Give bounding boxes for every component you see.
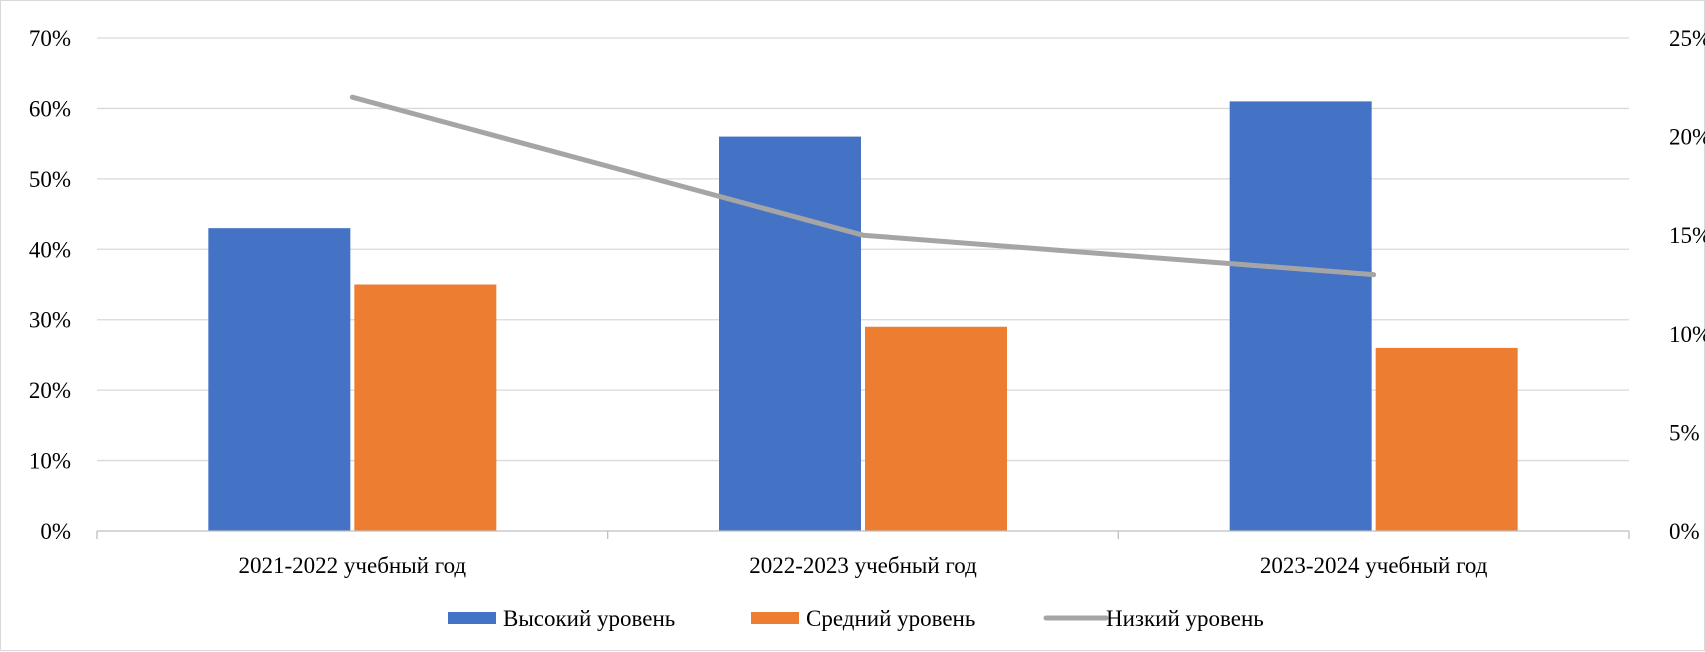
legend-label: Средний уровень bbox=[806, 606, 975, 631]
line-point bbox=[862, 234, 864, 236]
bar bbox=[719, 136, 861, 531]
y-left-tick-label: 0% bbox=[40, 519, 71, 544]
bar bbox=[208, 228, 351, 531]
bar bbox=[1229, 101, 1372, 531]
y-left-tick-label: 20% bbox=[29, 378, 71, 403]
y-right-tick-label: 20% bbox=[1669, 125, 1705, 150]
bar bbox=[1375, 347, 1518, 531]
y-left-tick-label: 10% bbox=[29, 449, 71, 474]
y-left-tick-label: 50% bbox=[29, 167, 71, 192]
y-right-tick-label: 0% bbox=[1669, 519, 1700, 544]
gridlines bbox=[97, 37, 1629, 462]
y-right-tick-label: 10% bbox=[1669, 322, 1705, 347]
y-left-tick-label: 70% bbox=[29, 26, 71, 51]
legend-swatch bbox=[448, 612, 496, 624]
line-point bbox=[351, 96, 353, 98]
x-tick-label: 2021-2022 учебный год bbox=[239, 553, 467, 578]
bar bbox=[354, 284, 497, 531]
line-point bbox=[1373, 274, 1375, 276]
y-left-tick-label: 40% bbox=[29, 237, 71, 262]
x-tick-label: 2023-2024 учебный год bbox=[1260, 553, 1488, 578]
legend-swatch bbox=[751, 612, 799, 624]
legend-label: Высокий уровень bbox=[503, 606, 675, 631]
y-right-tick-label: 25% bbox=[1669, 26, 1705, 51]
bar bbox=[865, 326, 1007, 531]
y-left-tick-label: 30% bbox=[29, 308, 71, 333]
legend-label: Низкий уровень bbox=[1106, 606, 1264, 631]
series-line bbox=[349, 94, 1377, 278]
y-left-tick-label: 60% bbox=[29, 96, 71, 121]
y-right-tick-label: 5% bbox=[1669, 420, 1700, 445]
bar-series bbox=[208, 101, 1518, 531]
y-right-tick-label: 15% bbox=[1669, 223, 1705, 248]
axes: 0% 10% 20% 30% 40% 50% 60% 70% 0% 5% 10% 15% 20% 25% 2… bbox=[29, 26, 1705, 578]
x-tick-label: 2022-2023 учебный год bbox=[749, 553, 977, 578]
line-series bbox=[349, 94, 1377, 278]
legend: Высокий уровень Средний уровень Низкий уро… bbox=[448, 606, 1264, 631]
